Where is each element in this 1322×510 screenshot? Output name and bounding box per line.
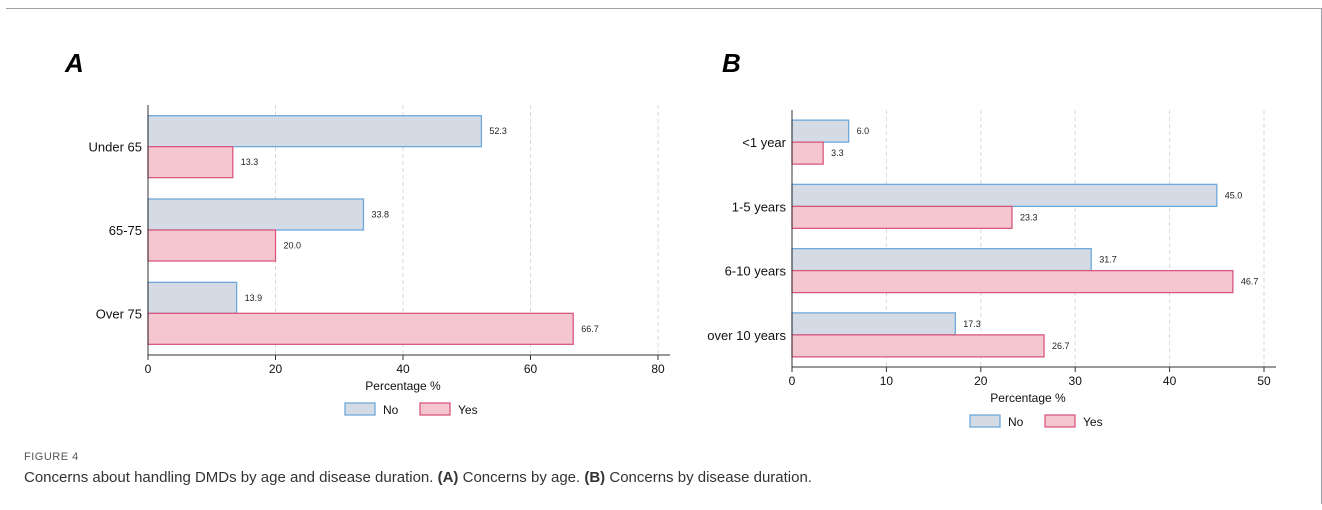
chart-a-bar-no <box>147 115 483 148</box>
chart-b-x-tick-label: 50 <box>1257 374 1271 388</box>
chart-b-bar-no <box>791 119 850 143</box>
chart-a-x-tick-label: 40 <box>396 362 410 376</box>
chart-b-bar-yes <box>791 205 1013 230</box>
chart-a-x-axis-title: Percentage % <box>365 379 441 393</box>
caption-b-tag: (B) <box>584 469 606 486</box>
caption-a-tag: (A) <box>437 469 459 486</box>
chart-a-legend-label-no: No <box>383 403 399 417</box>
chart-a-bar-yes <box>147 312 574 345</box>
chart-b-x-tick-label: 30 <box>1069 374 1083 388</box>
chart-a-data-label: 20.0 <box>284 241 302 251</box>
chart-a-data-label: 52.3 <box>489 126 507 136</box>
chart-b-x-tick-label: 40 <box>1163 374 1177 388</box>
chart-a-bar-no <box>147 198 365 231</box>
chart-b-bar-yes <box>791 334 1045 358</box>
figure-label: FIGURE 4 <box>24 451 79 463</box>
chart-b-category-label: 6-10 years <box>725 264 787 279</box>
chart-b-bar-no <box>791 312 956 336</box>
chart-b-data-label: 17.3 <box>963 319 981 329</box>
chart-b-legend-label-no: No <box>1008 415 1024 429</box>
chart-b-x-tick-label: 0 <box>789 374 796 388</box>
chart-b-data-label: 46.7 <box>1241 277 1259 287</box>
chart-b-bar-yes <box>791 269 1234 294</box>
chart-b-data-label: 31.7 <box>1099 255 1117 265</box>
chart-b-x-axis-title: Percentage % <box>990 391 1066 405</box>
chart-b-panel-letter: B <box>722 48 741 78</box>
caption-intro: Concerns about handling DMDs by age and … <box>24 469 434 486</box>
chart-a-data-label: 66.7 <box>581 324 599 334</box>
chart-a-bar-yes <box>147 146 234 179</box>
chart-a-x-tick-label: 60 <box>524 362 538 376</box>
caption-a-text: Concerns by age. <box>462 469 581 486</box>
chart-b-data-label: 26.7 <box>1052 341 1070 351</box>
chart-panel-b: B <1 year 6.0 3.3 1-5 years 45.0 23.3 6-10 year… <box>700 20 1300 440</box>
chart-a-category-label: Over 75 <box>96 306 142 321</box>
chart-b-bar-no <box>791 247 1092 272</box>
chart-b-category-label: <1 year <box>742 135 786 150</box>
chart-a-x-tick-label: 0 <box>145 362 152 376</box>
chart-b-legend-swatch-no <box>969 414 1001 428</box>
chart-a-svg: A Under 65 52.3 13.3 65-75 33.8 20.0 Over 75 13.… <box>64 48 670 417</box>
chart-a-bar-no <box>147 281 238 314</box>
chart-b-category-label: over 10 years <box>707 328 786 343</box>
figure-caption: FIGURE 4 Concerns about handling DMDs by… <box>24 451 812 486</box>
chart-b-data-label: 3.3 <box>831 148 844 158</box>
chart-b-x-tick-label: 20 <box>974 374 988 388</box>
chart-a-x-tick-label: 20 <box>269 362 283 376</box>
chart-a-category-label: 65-75 <box>109 223 142 238</box>
chart-a-data-label: 13.3 <box>241 157 259 167</box>
chart-b-x-tick-label: 10 <box>880 374 894 388</box>
chart-a-legend-swatch-no <box>344 402 376 416</box>
chart-b-data-label: 23.3 <box>1020 212 1038 222</box>
chart-b-category-label: 1-5 years <box>732 199 787 214</box>
chart-a-panel-letter: A <box>64 48 84 78</box>
chart-a-category-label: Under 65 <box>89 140 142 155</box>
caption-b-text: Concerns by disease duration. <box>609 469 812 486</box>
chart-b-svg: B <1 year 6.0 3.3 1-5 years 45.0 23.3 6-10 year… <box>707 48 1276 429</box>
chart-a-legend-label-yes: Yes <box>458 403 478 417</box>
chart-b-data-label: 45.0 <box>1225 190 1243 200</box>
chart-a-data-label: 33.8 <box>371 210 389 220</box>
chart-b-bar-no <box>791 183 1218 208</box>
figure-caption-text: Concerns about handling DMDs by age and … <box>24 469 812 486</box>
chart-b-bar-yes <box>791 141 824 165</box>
chart-b-data-label: 6.0 <box>857 126 870 136</box>
chart-panel-a: A Under 65 52.3 13.3 65-75 33.8 20.0 Over 75 13.… <box>40 20 700 440</box>
chart-b-legend-swatch-yes <box>1044 414 1076 428</box>
chart-a-legend-swatch-yes <box>419 402 451 416</box>
chart-b-legend-label-yes: Yes <box>1083 415 1103 429</box>
chart-a-data-label: 13.9 <box>245 293 263 303</box>
chart-a-bar-yes <box>147 229 277 262</box>
chart-a-x-tick-label: 80 <box>651 362 665 376</box>
